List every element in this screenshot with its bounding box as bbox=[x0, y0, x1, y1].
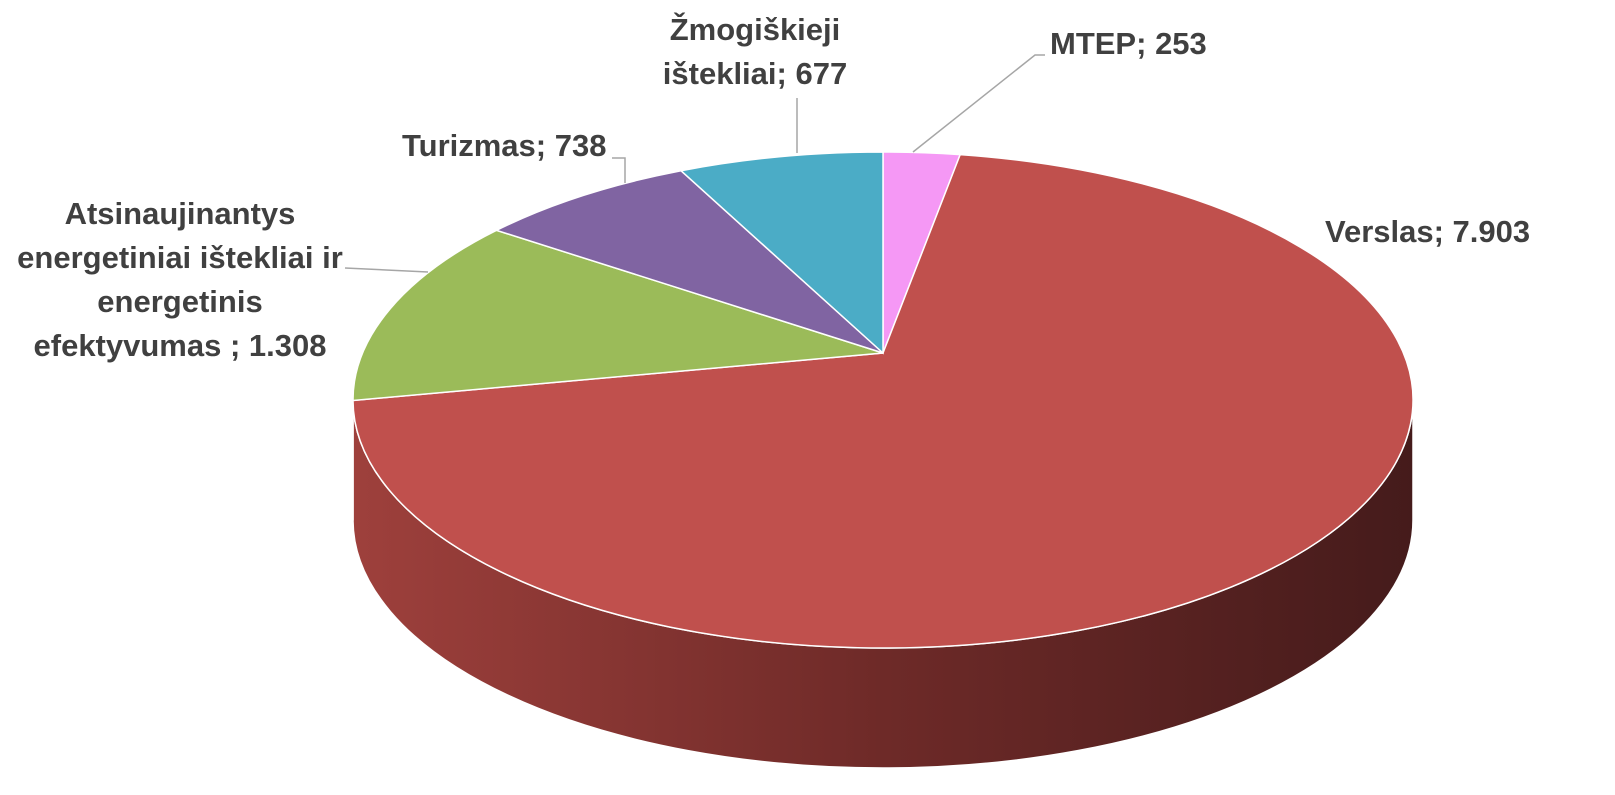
category-name: MTEP bbox=[1050, 26, 1137, 61]
label-separator: ; bbox=[1433, 214, 1453, 249]
data-label: Verslas; 7.903 bbox=[1325, 210, 1530, 254]
category-name: Verslas bbox=[1325, 214, 1434, 249]
label-separator: ; bbox=[776, 56, 796, 91]
data-label: Atsinaujinantys energetiniai ištekliai i… bbox=[5, 192, 355, 368]
leader-line bbox=[612, 157, 626, 183]
label-separator: ; bbox=[535, 128, 555, 163]
leader-line bbox=[344, 267, 429, 273]
pie-slice bbox=[494, 169, 884, 354]
value-label: 738 bbox=[554, 128, 607, 163]
value-label: 677 bbox=[795, 56, 848, 91]
pie-slice bbox=[679, 151, 884, 355]
leader-line bbox=[912, 54, 1045, 153]
category-name: Žmogiškieji ištekliai bbox=[662, 12, 841, 91]
data-label: Turizmas; 738 bbox=[402, 124, 606, 168]
category-name: Turizmas bbox=[402, 128, 536, 163]
value-label: 1.308 bbox=[248, 328, 327, 363]
data-label: Žmogiškieji ištekliai; 677 bbox=[655, 8, 855, 96]
label-separator: ; bbox=[1136, 26, 1156, 61]
pie-slice bbox=[352, 153, 1414, 649]
label-separator: ; bbox=[229, 328, 249, 363]
value-label: 253 bbox=[1155, 26, 1207, 61]
category-name: Atsinaujinantys energetiniai ištekliai i… bbox=[17, 196, 343, 363]
value-label: 7.903 bbox=[1452, 214, 1531, 249]
pie-slice bbox=[352, 229, 884, 402]
data-label: MTEP; 253 bbox=[1050, 22, 1207, 66]
